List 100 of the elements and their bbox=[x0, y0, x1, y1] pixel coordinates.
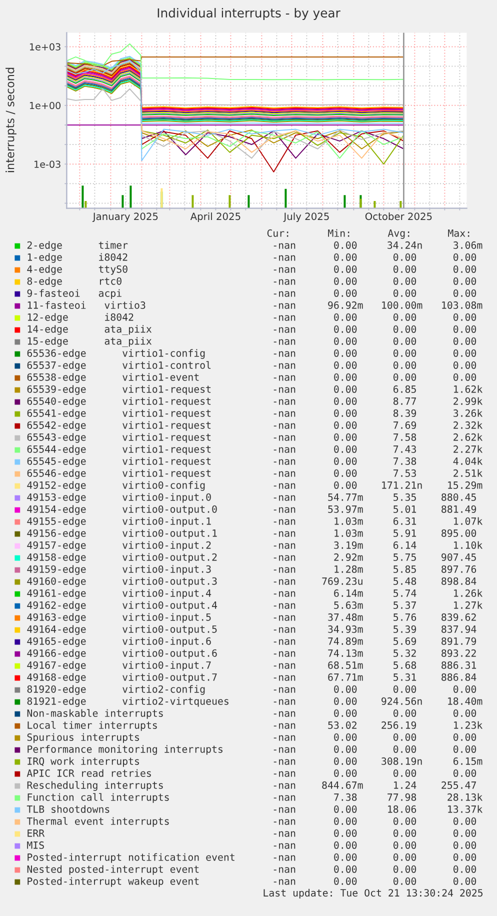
legend-label: 49152-edge virtio0-config bbox=[27, 481, 205, 491]
text: Cur: bbox=[267, 229, 288, 237]
text: 255.47 bbox=[442, 781, 476, 789]
text: 0.00 bbox=[393, 289, 416, 297]
text: -nan bbox=[274, 459, 296, 465]
text: -nan bbox=[274, 603, 296, 609]
text: 0.00 bbox=[334, 757, 357, 765]
text: -nan bbox=[274, 687, 296, 693]
chart-title: Individual interrupts - by year bbox=[158, 8, 340, 20]
legend-label: 12-edge i8042 bbox=[28, 313, 134, 323]
legend-label: APIC ICR read retries bbox=[26, 769, 151, 777]
text: 8.39 bbox=[393, 409, 416, 417]
text: -nan bbox=[274, 819, 296, 825]
legend-label: Posted-interrupt wakeup event bbox=[28, 877, 199, 887]
text: -nan bbox=[274, 507, 296, 513]
text: 0.00 bbox=[453, 853, 476, 861]
text: 5.68 bbox=[394, 661, 416, 669]
text: 0.00 bbox=[334, 841, 357, 849]
text: 2.62k bbox=[454, 433, 483, 441]
legend-label: 65544-edge virtio1-request bbox=[27, 445, 211, 455]
text: 0.00 bbox=[453, 253, 476, 261]
text: -nan bbox=[274, 267, 296, 273]
text: -nan bbox=[274, 579, 296, 585]
text: 924.56n bbox=[382, 697, 422, 705]
text: 891.79 bbox=[442, 637, 476, 645]
text: 6.85 bbox=[393, 385, 416, 393]
text: 7.43 bbox=[394, 445, 416, 453]
text: 0.00 bbox=[453, 373, 476, 381]
text: 3.06m bbox=[454, 241, 482, 249]
text: 0.00 bbox=[453, 829, 476, 837]
text: -nan bbox=[274, 567, 296, 573]
text: 0.00 bbox=[334, 877, 357, 885]
text: 5.35 bbox=[394, 493, 416, 501]
text: 0.00 bbox=[453, 277, 476, 285]
text: 0.00 bbox=[453, 361, 476, 369]
text: 0.00 bbox=[393, 337, 416, 345]
y-tick-label: 1e-03 bbox=[34, 160, 60, 168]
legend-label: 49161-edge virtio0-input.4 bbox=[27, 589, 212, 599]
text: 0.00 bbox=[334, 289, 357, 297]
text: 0.00 bbox=[453, 745, 476, 753]
legend-label: Function call interrupts bbox=[28, 793, 169, 803]
text: -nan bbox=[274, 327, 296, 333]
text: 0.00 bbox=[334, 829, 357, 837]
x-tick-label: January 2025 bbox=[92, 212, 158, 222]
text: 13.37k bbox=[448, 805, 483, 813]
text: -nan bbox=[274, 363, 296, 369]
text: -nan bbox=[274, 639, 296, 645]
text: -nan bbox=[274, 831, 296, 837]
x-tick-label: July 2025 bbox=[283, 212, 329, 222]
text: 2.27k bbox=[454, 445, 483, 453]
text: 886.31 bbox=[442, 661, 476, 669]
text: 0.00 bbox=[393, 841, 416, 849]
text: 7.69 bbox=[394, 421, 416, 429]
text: -nan bbox=[274, 723, 296, 729]
legend-label: 15-edge ata_piix bbox=[28, 337, 152, 347]
text: 7.53 bbox=[394, 469, 416, 477]
legend-label: 65542-edge virtio1-request bbox=[27, 421, 211, 431]
text: 6.14 bbox=[393, 541, 416, 549]
text: 0.00 bbox=[453, 769, 476, 777]
text: 34.24n bbox=[388, 241, 422, 249]
text: 1.62k bbox=[454, 385, 483, 393]
text: 8.77 bbox=[393, 397, 416, 405]
text: 0.00 bbox=[393, 349, 416, 357]
legend-label: 65537-edge virtio1-control bbox=[27, 361, 211, 371]
text: -nan bbox=[274, 279, 296, 285]
text: 6.14m bbox=[334, 589, 363, 597]
text: -nan bbox=[274, 615, 296, 621]
text: 1.23k bbox=[454, 721, 483, 729]
text: -nan bbox=[274, 351, 296, 357]
legend-label: Thermal event interrupts bbox=[26, 817, 169, 827]
text: 1.07k bbox=[454, 517, 483, 525]
text: 0.00 bbox=[334, 457, 357, 465]
legend-label: 49153-edge virtio0-input.0 bbox=[27, 493, 211, 503]
text: 0.00 bbox=[393, 769, 416, 777]
y-axis-title: interrupts / second bbox=[6, 68, 16, 172]
text: 0.00 bbox=[393, 277, 416, 285]
text: 0.00 bbox=[334, 397, 357, 405]
text: 74.89m bbox=[328, 637, 363, 645]
text: 0.00 bbox=[334, 445, 357, 453]
text: 0.00 bbox=[453, 289, 476, 297]
text: 0.00 bbox=[453, 877, 476, 885]
text: -nan bbox=[274, 711, 296, 717]
text: 0.00 bbox=[334, 385, 357, 393]
text: -nan bbox=[274, 399, 296, 405]
text: -nan bbox=[274, 483, 296, 489]
text: 0.00 bbox=[334, 481, 357, 489]
text: 5.76 bbox=[394, 613, 416, 621]
text: -nan bbox=[274, 807, 296, 813]
legend-label: 49166-edge virtio0-output.6 bbox=[27, 649, 217, 659]
text: 5.48 bbox=[394, 577, 416, 585]
text: 0.00 bbox=[393, 325, 416, 333]
text: 256.19 bbox=[382, 721, 416, 729]
text: 18.40m bbox=[448, 697, 482, 705]
legend-label: 9-fasteoi acpi bbox=[27, 289, 122, 299]
text: -nan bbox=[274, 303, 296, 309]
text: -nan bbox=[274, 495, 296, 501]
text: 881.49 bbox=[442, 505, 476, 513]
text: -nan bbox=[274, 759, 296, 765]
legend-label: 49164-edge virtio0-output.5 bbox=[27, 625, 217, 635]
text: 0.00 bbox=[453, 313, 476, 321]
